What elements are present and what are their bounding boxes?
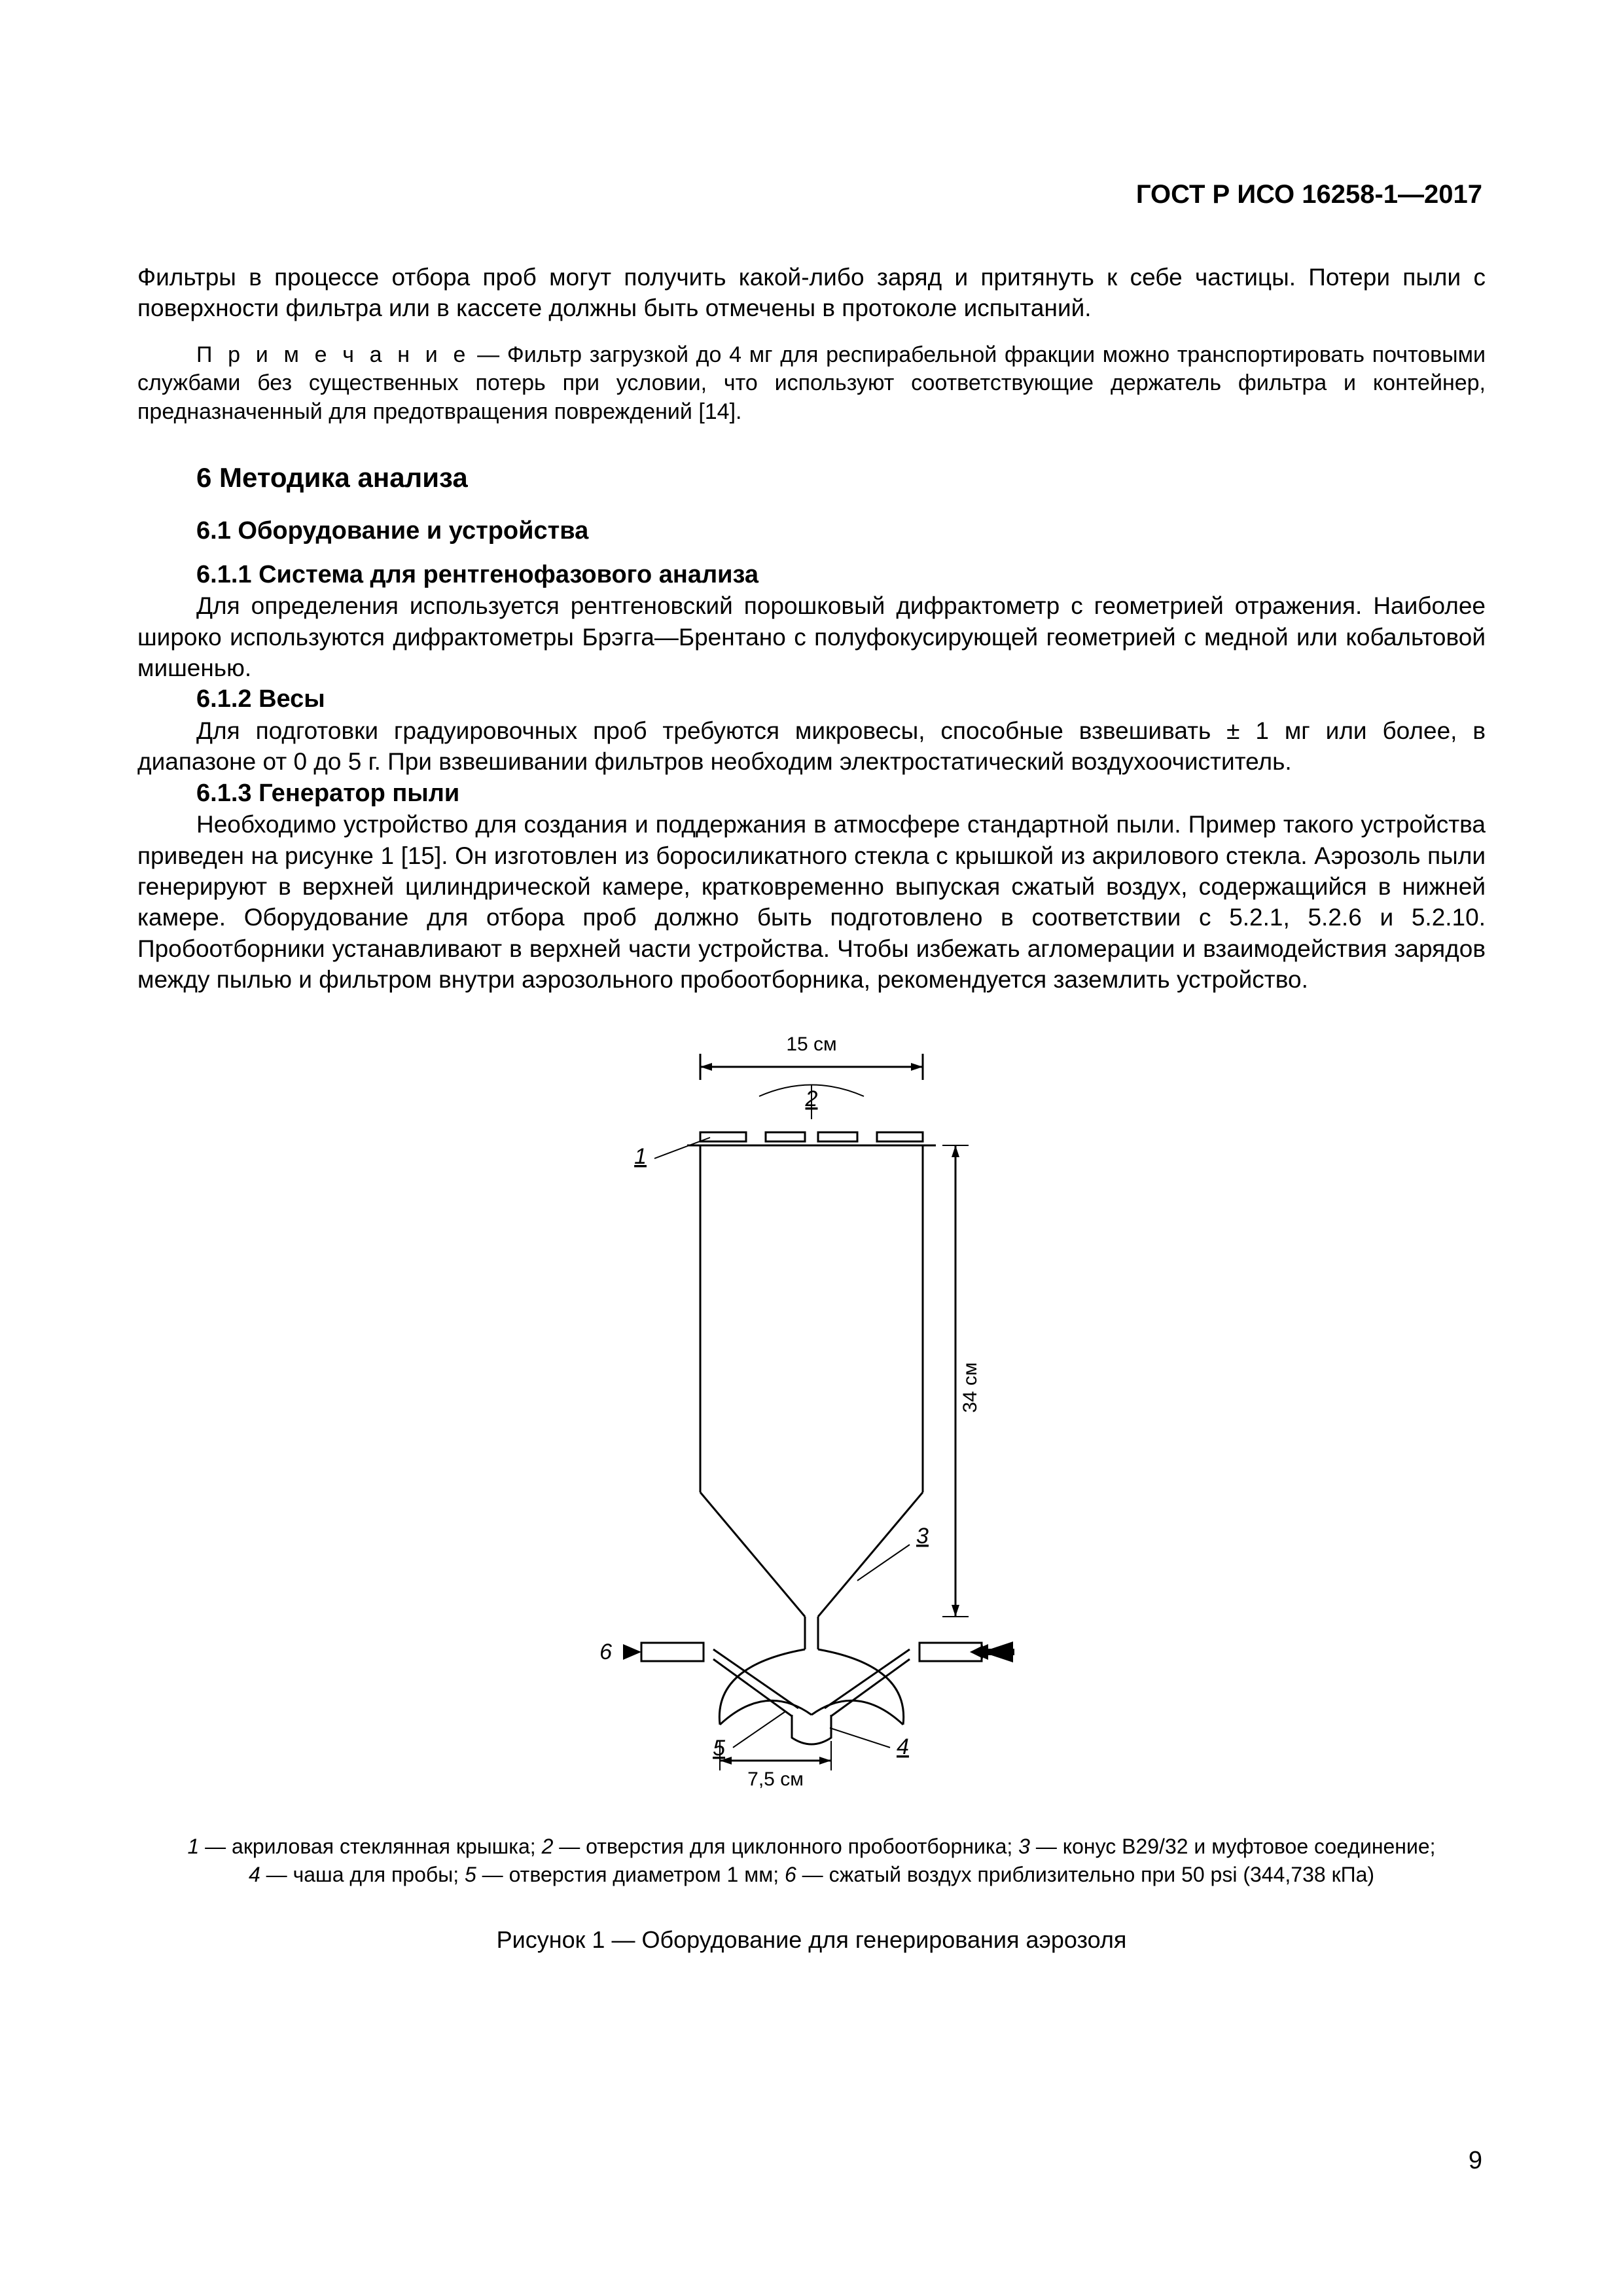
callout-3: 3 (916, 1524, 929, 1549)
callout-6: 6 (599, 1640, 612, 1664)
standard-code: ГОСТ Р ИСО 16258-1—2017 (1136, 180, 1482, 209)
figure-caption: Рисунок 1 — Оборудование для генерирован… (137, 1925, 1486, 1955)
section-6-1-1-body: Для определения используется рентгеновск… (137, 590, 1486, 683)
para-intro: Фильтры в процессе отбора проб могут пол… (137, 262, 1486, 324)
figure-svg: 15 см 2 1 (484, 1021, 1139, 1793)
section-6-title: 6 Методика анализа (196, 460, 1486, 495)
callout-5: 5 (713, 1736, 725, 1761)
callout-4: 4 (897, 1734, 909, 1759)
callout-2: 2 (805, 1086, 818, 1111)
section-6-1-2-body: Для подготовки градуировочных проб требу… (137, 715, 1486, 778)
page-number: 9 (1469, 2147, 1482, 2175)
section-6-1-3-body: Необходимо устройство для создания и под… (137, 809, 1486, 995)
section-6-1-2-title: 6.1.2 Весы (196, 683, 1486, 715)
legend-line-1: 1 — акриловая стеклянная крышка; 2 — отв… (137, 1833, 1486, 1861)
section-6-1-1-title: 6.1.1 Система для рентгенофазового анали… (196, 559, 1486, 591)
note-label: П р и м е ч а н и е (196, 342, 469, 367)
section-6-1-3-title: 6.1.3 Генератор пыли (196, 778, 1486, 810)
legend-line-2: 4 — чаша для пробы; 5 — отверстия диамет… (137, 1861, 1486, 1889)
figure-legend: 1 — акриловая стеклянная крышка; 2 — отв… (137, 1833, 1486, 1889)
figure-lines: 15 см 2 1 (599, 1033, 1014, 1790)
section-6-1-title: 6.1 Оборудование и устройства (196, 515, 1486, 547)
callout-1: 1 (634, 1144, 647, 1169)
body-text: Фильтры в процессе отбора проб могут пол… (137, 262, 1486, 1955)
dim-height: 34 см (959, 1363, 981, 1413)
dim-top: 15 см (786, 1033, 836, 1055)
figure-1: 15 см 2 1 (137, 1021, 1486, 1801)
dim-bottom: 7,5 см (747, 1768, 804, 1790)
note-paragraph: П р и м е ч а н и е — Фильтр загрузкой д… (137, 341, 1486, 427)
page: ГОСТ Р ИСО 16258-1—2017 Фильтры в процес… (0, 0, 1623, 2296)
